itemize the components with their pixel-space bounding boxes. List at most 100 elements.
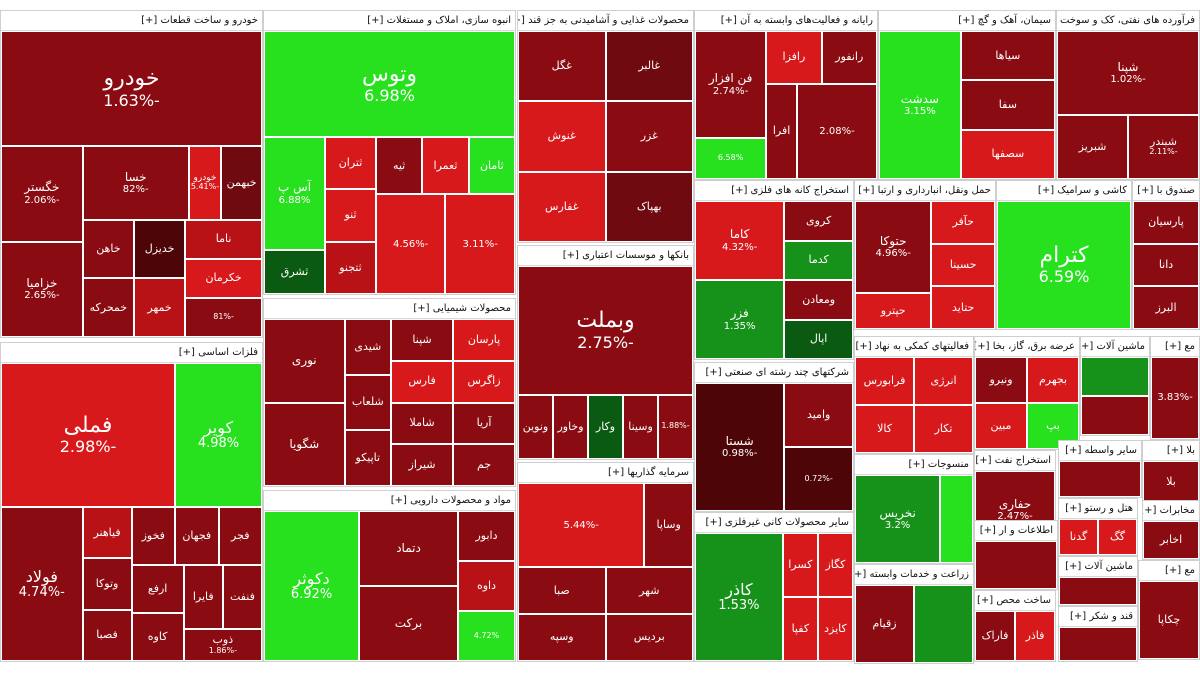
- stock-cell[interactable]: گدنا: [1059, 519, 1098, 555]
- stock-cell[interactable]: وسپه: [518, 614, 606, 661]
- stock-cell[interactable]: فجهان: [175, 507, 219, 565]
- stock-cell[interactable]: سیاها: [960, 31, 1055, 81]
- stock-cell[interactable]: تاپیکو: [344, 430, 392, 486]
- stock-cell[interactable]: کترام 6.59%: [997, 201, 1131, 329]
- stock-cell[interactable]: کاوه: [131, 612, 184, 661]
- stock-cell[interactable]: کسرا: [782, 533, 818, 597]
- stock-cell[interactable]: زاگرس: [453, 360, 515, 403]
- stock-cell[interactable]: [914, 585, 973, 663]
- stock-cell[interactable]: کروی: [784, 201, 853, 241]
- stock-cell[interactable]: بجهرم: [1027, 357, 1079, 403]
- stock-cell[interactable]: کویر 4.98%: [175, 363, 262, 508]
- stock-cell[interactable]: کایزد: [817, 597, 853, 661]
- stock-cell[interactable]: غنوش: [518, 101, 606, 172]
- sector-title[interactable]: قند و شکر [+]: [1059, 607, 1137, 627]
- stock-cell[interactable]: ثعمرا: [422, 137, 469, 195]
- sector-title[interactable]: ماشین آلات [+]: [1081, 337, 1149, 357]
- stock-cell[interactable]: رانفور: [821, 31, 877, 84]
- stock-cell[interactable]: برکت: [359, 586, 458, 661]
- stock-cell[interactable]: کاما -4.32%: [695, 201, 785, 280]
- stock-cell[interactable]: بپ: [1027, 403, 1079, 449]
- stock-cell[interactable]: -81%: [185, 297, 262, 337]
- sector-title[interactable]: خودرو و ساخت قطعات [+]: [1, 11, 262, 31]
- stock-cell[interactable]: سصفها: [960, 129, 1055, 179]
- stock-cell[interactable]: ثیه: [375, 137, 423, 195]
- stock-cell[interactable]: غزر: [605, 101, 693, 172]
- sector-title[interactable]: استخراج کانه های فلزی [+]: [695, 181, 853, 201]
- stock-cell[interactable]: شلعاب: [344, 374, 392, 431]
- stock-cell[interactable]: ناما: [185, 219, 262, 259]
- stock-cell[interactable]: [975, 541, 1057, 589]
- stock-cell[interactable]: زقیام: [855, 585, 914, 663]
- stock-cell[interactable]: ثتران: [325, 137, 376, 190]
- stock-cell[interactable]: حتوکا -4.96%: [855, 201, 932, 294]
- stock-cell[interactable]: خاهن: [82, 219, 134, 279]
- sector-title[interactable]: مواد و محصولات دارویی [+]: [264, 491, 515, 511]
- stock-cell[interactable]: انرژی: [914, 357, 973, 405]
- stock-cell[interactable]: گگ: [1098, 519, 1137, 555]
- sector-title[interactable]: فرآورده های نفتی، کک و سوخت ه [+]: [1057, 11, 1199, 31]
- stock-cell[interactable]: وامید: [784, 383, 853, 447]
- sector-title[interactable]: محصولات شیمیایی [+]: [264, 299, 515, 319]
- stock-cell[interactable]: خودرو -1.63%: [1, 31, 262, 147]
- stock-cell[interactable]: خدیزل: [133, 219, 186, 279]
- stock-cell[interactable]: -2.08%: [796, 83, 877, 179]
- sector-title[interactable]: بانکها و موسسات اعتباری [+]: [518, 246, 693, 266]
- sector-title[interactable]: مع [+]: [1151, 337, 1199, 357]
- stock-cell[interactable]: خمحرکه: [82, 278, 134, 337]
- stock-cell[interactable]: 4.72%: [457, 611, 515, 661]
- sector-title[interactable]: انبوه سازی، املاک و مستغلات [+]: [264, 11, 515, 31]
- sector-title[interactable]: محصولات غذایی و آشامیدنی به جز قند [+]: [518, 11, 693, 31]
- stock-cell[interactable]: حآفر: [931, 201, 995, 244]
- stock-cell[interactable]: صبا: [518, 567, 606, 615]
- stock-cell[interactable]: شبریز: [1057, 114, 1128, 179]
- stock-cell[interactable]: فرابورس: [855, 357, 914, 405]
- stock-cell[interactable]: ثنو: [325, 189, 376, 242]
- stock-cell[interactable]: ثتجنو: [325, 241, 376, 294]
- stock-cell[interactable]: وبملت -2.75%: [518, 266, 693, 395]
- stock-cell[interactable]: خبهمن: [221, 146, 262, 220]
- stock-cell[interactable]: بلا: [1143, 461, 1199, 503]
- stock-cell[interactable]: چکاپا: [1139, 581, 1199, 659]
- stock-cell[interactable]: کالا: [855, 405, 914, 453]
- stock-cell[interactable]: شستا -0.98%: [695, 383, 785, 511]
- stock-cell[interactable]: شپنا: [391, 319, 454, 361]
- stock-cell[interactable]: [1081, 396, 1149, 435]
- stock-cell[interactable]: فولاد -4.74%: [1, 507, 83, 661]
- stock-cell[interactable]: ثامان: [468, 137, 515, 195]
- stock-cell[interactable]: ارفع: [131, 564, 184, 613]
- stock-cell[interactable]: ونوین: [518, 394, 553, 459]
- stock-cell[interactable]: دکوثر 6.92%: [264, 511, 360, 661]
- stock-cell[interactable]: دابور: [457, 511, 515, 561]
- stock-cell[interactable]: آریا: [453, 402, 515, 445]
- stock-cell[interactable]: -5.44%: [518, 483, 645, 568]
- stock-cell[interactable]: تکار: [914, 405, 973, 453]
- stock-cell[interactable]: فصبا: [82, 609, 132, 661]
- sector-title[interactable]: بلا [+]: [1143, 441, 1199, 461]
- stock-cell[interactable]: حسینا: [931, 243, 995, 287]
- stock-cell[interactable]: [1059, 627, 1137, 661]
- sector-title[interactable]: اطلاعات و ار [+]: [975, 521, 1057, 541]
- sector-title[interactable]: ساخت محص [+]: [975, 591, 1055, 611]
- sector-title[interactable]: سایر واسطه [+]: [1059, 441, 1141, 461]
- stock-cell[interactable]: خودرو -5.41%: [188, 146, 222, 220]
- stock-cell[interactable]: خسا -82%: [82, 146, 189, 220]
- stock-cell[interactable]: غالبر: [605, 31, 693, 102]
- stock-cell[interactable]: -0.72%: [784, 447, 853, 511]
- stock-cell[interactable]: جم: [453, 444, 515, 486]
- stock-cell[interactable]: شپنا -1.02%: [1057, 31, 1199, 115]
- stock-cell[interactable]: کاذر 1.53%: [695, 533, 783, 661]
- stock-cell[interactable]: سفا: [960, 80, 1055, 130]
- stock-cell[interactable]: حپترو: [855, 293, 932, 329]
- stock-cell[interactable]: ثشرق: [264, 250, 326, 294]
- stock-cell[interactable]: -1.88%: [658, 394, 693, 459]
- stock-cell[interactable]: داوه: [457, 561, 515, 611]
- sector-title[interactable]: مع [+]: [1139, 561, 1199, 581]
- stock-cell[interactable]: کفپا: [782, 597, 818, 661]
- stock-cell[interactable]: غفارس: [518, 171, 606, 242]
- stock-cell[interactable]: شاملا: [391, 402, 454, 445]
- sector-title[interactable]: ماشین آلات [+]: [1059, 557, 1137, 577]
- stock-cell[interactable]: مبین: [975, 403, 1027, 449]
- sector-title[interactable]: سیمان، آهک و گچ [+]: [879, 11, 1055, 31]
- stock-cell[interactable]: اخابر: [1143, 521, 1199, 559]
